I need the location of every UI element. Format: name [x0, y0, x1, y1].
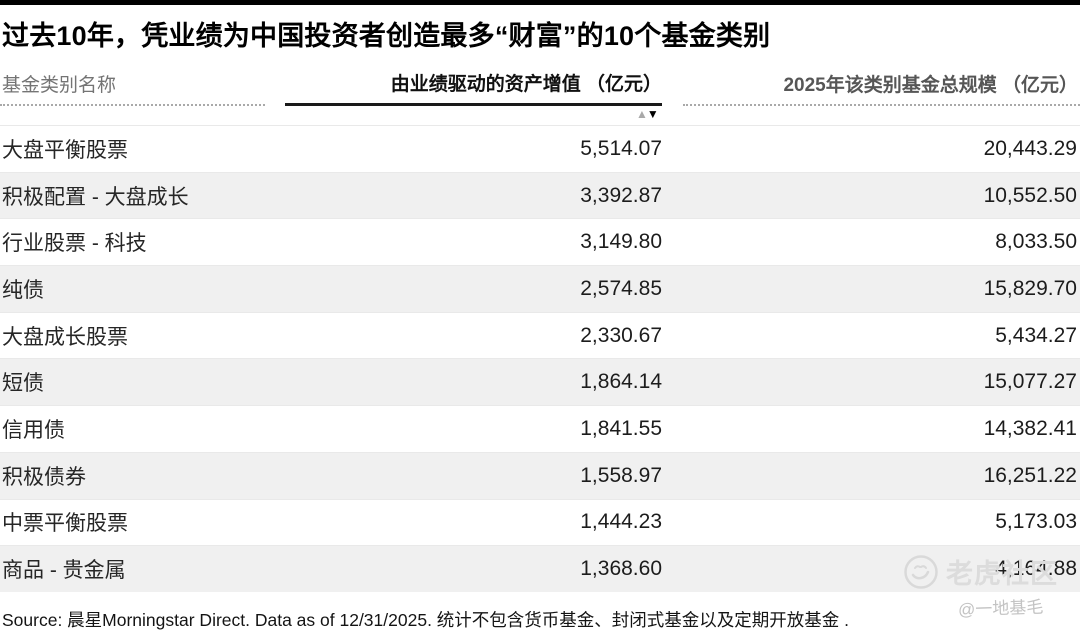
source-note: Source: 晨星Morningstar Direct. Data as of… — [2, 609, 850, 630]
category-cell: 纯债 — [2, 278, 44, 302]
growth-cell: 2,574.85 — [580, 276, 662, 300]
growth-cell: 1,841.55 — [580, 416, 662, 440]
table-row: 积极配置 - 大盘成长 3,392.87 10,552.50 — [0, 171, 1080, 219]
category-cell: 大盘平衡股票 — [2, 138, 128, 162]
total-cell: 16,251.22 — [983, 463, 1077, 487]
category-cell: 信用债 — [2, 418, 65, 442]
total-cell: 14,382.41 — [983, 416, 1077, 440]
total-cell: 15,077.27 — [983, 370, 1077, 394]
growth-cell: 2,330.67 — [580, 323, 662, 347]
growth-cell: 3,392.87 — [580, 183, 662, 207]
table-row: 积极债券 1,558.97 16,251.22 — [0, 451, 1080, 499]
total-cell: 10,552.50 — [983, 183, 1077, 207]
title-top-rule — [0, 0, 1080, 5]
total-cell: 5,434.27 — [995, 323, 1077, 347]
total-cell: 20,443.29 — [983, 136, 1077, 160]
table-row: 短债 1,864.14 15,077.27 — [0, 358, 1080, 406]
growth-cell: 1,444.23 — [580, 510, 662, 534]
table-header-row: 基金类别名称 由业绩驱动的资产增值 （亿元） 2025年该类别基金总规模 （亿元… — [0, 69, 1080, 106]
category-cell: 商品 - 贵金属 — [2, 559, 126, 583]
table-row: 大盘成长股票 2,330.67 5,434.27 — [0, 311, 1080, 359]
category-cell: 行业股票 - 科技 — [2, 232, 147, 256]
fund-category-table: 大盘平衡股票 5,514.07 20,443.29 积极配置 - 大盘成长 3,… — [0, 125, 1080, 592]
category-cell: 短债 — [2, 372, 44, 396]
category-cell: 大盘成长股票 — [2, 325, 128, 349]
table-row: 商品 - 贵金属 1,368.60 4,164.88 — [0, 545, 1080, 592]
table-row: 大盘平衡股票 5,514.07 20,443.29 — [0, 125, 1080, 172]
category-cell: 中票平衡股票 — [2, 512, 128, 536]
sort-asc-icon[interactable]: ▲ — [636, 107, 648, 121]
table-row: 信用债 1,841.55 14,382.41 — [0, 405, 1080, 452]
table-row: 中票平衡股票 1,444.23 5,173.03 — [0, 498, 1080, 546]
category-cell: 积极债券 — [2, 465, 86, 489]
sort-indicator-row: ▲▼ — [0, 106, 1080, 125]
total-cell: 8,033.50 — [995, 230, 1077, 254]
total-cell: 5,173.03 — [995, 510, 1077, 534]
column-header-total: 2025年该类别基金总规模 （亿元） — [683, 70, 1080, 106]
table-row: 纯债 2,574.85 15,829.70 — [0, 265, 1080, 312]
sort-control[interactable]: ▲▼ — [636, 107, 659, 121]
growth-cell: 1,864.14 — [580, 370, 662, 394]
category-cell: 积极配置 - 大盘成长 — [2, 185, 189, 209]
table-row: 行业股票 - 科技 3,149.80 8,033.50 — [0, 218, 1080, 265]
column-header-growth: 由业绩驱动的资产增值 （亿元） — [285, 69, 662, 106]
sort-desc-icon[interactable]: ▼ — [646, 107, 659, 121]
growth-cell: 1,558.97 — [580, 463, 662, 487]
page-title: 过去10年，凭业绩为中国投资者创造最多“财富”的10个基金类别 — [2, 21, 771, 51]
column-header-category: 基金类别名称 — [0, 70, 265, 106]
total-cell: 15,829.70 — [983, 276, 1077, 300]
total-cell: 4,164.88 — [995, 557, 1077, 581]
growth-cell: 5,514.07 — [580, 136, 662, 160]
growth-cell: 3,149.80 — [580, 230, 662, 254]
growth-cell: 1,368.60 — [580, 557, 662, 581]
